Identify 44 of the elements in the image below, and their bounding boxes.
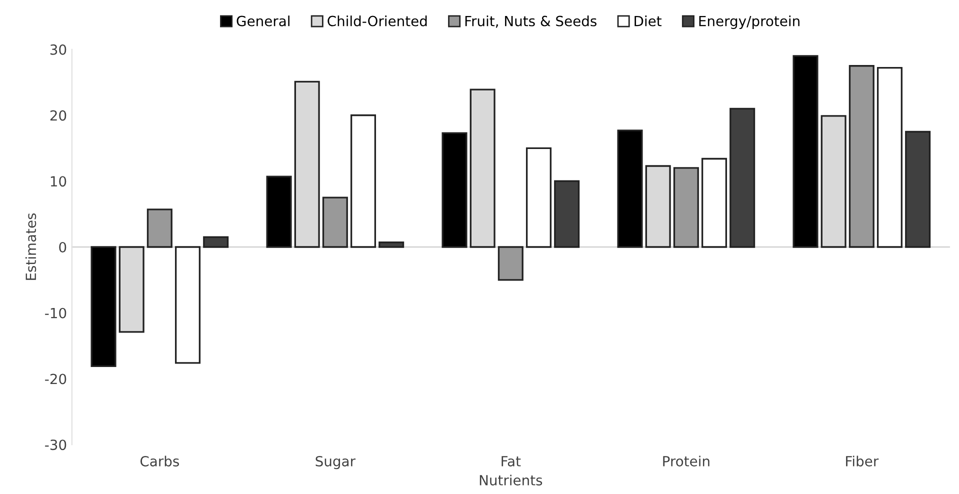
x-tick-label: Fiber (846, 456, 879, 466)
y-tick-label: 20 (50, 110, 66, 121)
bar (90, 246, 116, 368)
bar (118, 246, 144, 333)
y-tick-label: -10 (45, 308, 66, 318)
bar (294, 80, 320, 248)
x-tick-label: Fat (502, 456, 521, 466)
bar (378, 242, 404, 248)
legend-label: General (236, 16, 290, 26)
y-tick-label: -30 (45, 440, 66, 450)
bar (498, 246, 524, 281)
legend-label: Fruit, Nuts & Seeds (465, 16, 596, 28)
x-tick-label: Carbs (140, 456, 179, 466)
bar (174, 246, 201, 364)
legend-label: Diet (634, 16, 662, 26)
bar (526, 147, 552, 248)
bar (701, 158, 728, 248)
y-tick-label: -20 (45, 374, 66, 384)
bar (645, 165, 671, 248)
bar (792, 55, 818, 248)
bar (322, 196, 348, 248)
x-tick-label: Protein (663, 456, 710, 466)
bar (266, 176, 292, 248)
bar (442, 132, 468, 248)
bar (820, 115, 846, 248)
x-axis-title: Nutrients (480, 474, 542, 486)
bar (730, 108, 756, 248)
bar (905, 130, 931, 248)
x-tick-label: Sugar (316, 456, 356, 470)
bar (617, 130, 643, 248)
bar (350, 114, 376, 248)
y-tick-label: 30 (50, 44, 66, 55)
y-axis-title: Estimates (25, 213, 36, 280)
bar (470, 88, 496, 248)
y-tick-label: 0 (59, 242, 66, 252)
bar (848, 65, 874, 248)
bar (876, 67, 903, 248)
legend-label: Child-Oriented (328, 16, 427, 26)
bar (554, 180, 580, 248)
bar (673, 167, 699, 248)
bar (146, 208, 172, 248)
y-tick-label: 10 (50, 176, 66, 187)
legend-label: Energy/protein (699, 16, 800, 29)
bar (203, 236, 229, 248)
